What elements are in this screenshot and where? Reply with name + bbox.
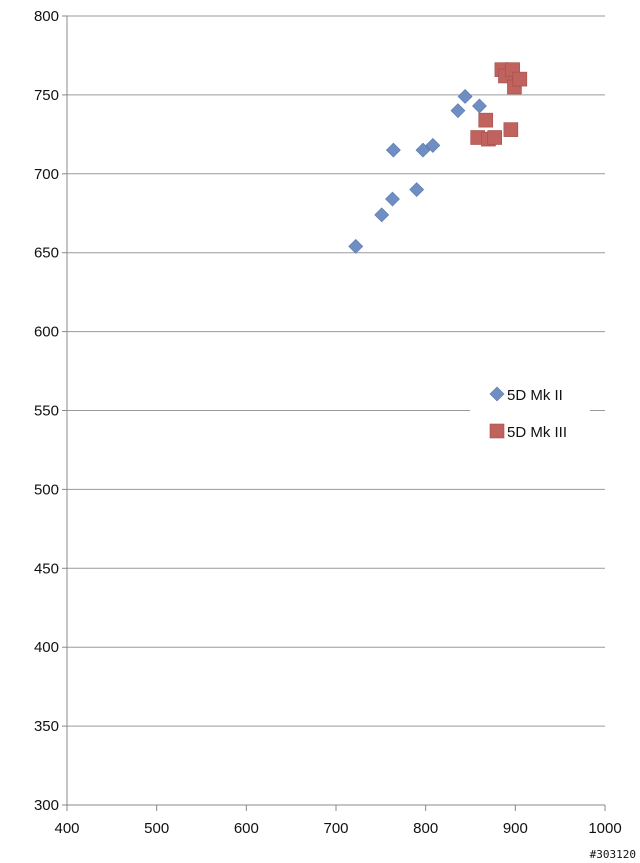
- legend-marker: [489, 423, 505, 439]
- legend-label: 5D Mk II: [507, 387, 563, 404]
- y-tick-label: 650: [34, 245, 59, 262]
- data-point-5d-mk-ii: [450, 103, 466, 119]
- y-tick-label: 800: [34, 8, 59, 25]
- data-point-5d-mk-iii: [503, 122, 519, 137]
- legend: 5D Mk II 5D Mk III: [470, 372, 590, 448]
- y-tick-label: 300: [34, 797, 59, 814]
- y-tick-label: 550: [34, 403, 59, 420]
- data-point-5d-mk-ii: [472, 98, 487, 114]
- x-tick-label: 1000: [588, 820, 621, 837]
- y-tick-label: 400: [34, 639, 59, 656]
- data-point-5d-mk-ii: [385, 191, 400, 207]
- y-tick-label: 450: [34, 560, 59, 577]
- data-points: [348, 62, 528, 254]
- y-tick-label: 750: [34, 87, 59, 104]
- data-point-5d-mk-iii: [487, 130, 503, 145]
- x-tick-label: 700: [323, 820, 348, 837]
- legend-label: 5D Mk III: [507, 424, 567, 441]
- data-point-5d-mk-iii: [512, 71, 528, 87]
- x-tick-label: 800: [413, 820, 438, 837]
- y-tick-label: 500: [34, 481, 59, 498]
- data-point-5d-mk-ii: [348, 238, 364, 254]
- data-point-5d-mk-iii: [478, 112, 494, 128]
- x-tick-label: 900: [503, 820, 528, 837]
- data-point-5d-mk-ii: [457, 89, 473, 104]
- y-tick-label: 700: [34, 166, 59, 183]
- watermark-id: #303120: [589, 848, 636, 861]
- legend-marker: [489, 386, 505, 402]
- tick-labels: 300 350 400 450 500 550 600 650 700 750 800 400 500 6…: [34, 8, 622, 837]
- data-point-5d-mk-ii: [425, 137, 441, 153]
- gridlines: [67, 15, 605, 806]
- data-point-5d-mk-ii: [409, 182, 425, 198]
- y-tick-label: 350: [34, 718, 59, 735]
- data-point-5d-mk-ii: [385, 142, 401, 158]
- axes: [62, 15, 606, 811]
- data-point-5d-mk-ii: [374, 207, 390, 223]
- data-point-5d-mk-ii: [415, 142, 431, 158]
- y-tick-label: 600: [34, 324, 59, 341]
- x-tick-label: 600: [234, 820, 259, 837]
- x-tick-label: 400: [54, 820, 79, 837]
- x-tick-label: 500: [144, 820, 169, 837]
